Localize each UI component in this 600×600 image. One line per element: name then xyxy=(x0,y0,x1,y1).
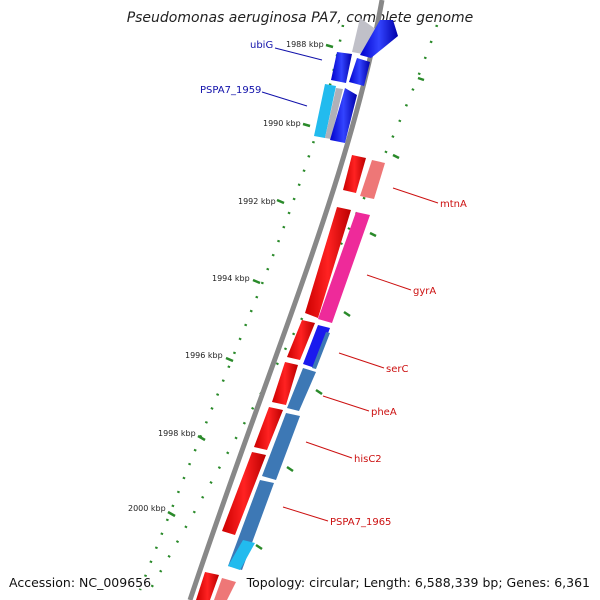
feature-red-3 xyxy=(287,320,315,360)
kbp-scale: 1988 kbp 1990 kbp 1992 kbp 1994 kbp 1996… xyxy=(128,40,334,518)
feature-ubiG xyxy=(331,52,352,83)
feature-red-1 xyxy=(343,155,366,193)
kbp-label: 1996 kbp xyxy=(185,351,223,360)
gene-label-serC: serC xyxy=(386,364,408,375)
forward-strand-features xyxy=(314,18,398,143)
feature-cyan-1 xyxy=(228,540,255,570)
feature-mtnA xyxy=(360,160,385,199)
feature-blue-3 xyxy=(330,88,357,143)
feature-red-4 xyxy=(272,362,298,405)
gene-label-pheA: pheA xyxy=(371,407,397,418)
gene-label-PSPA7_1959: PSPA7_1959 xyxy=(200,85,261,96)
feature-serC-edge xyxy=(312,332,330,369)
topology-text: Topology: circular; Length: 6,588,339 bp… xyxy=(246,575,590,590)
feature-PSPA7_1959 xyxy=(314,84,336,138)
feature-grey-2 xyxy=(325,88,343,139)
gene-label-hisC2: hisC2 xyxy=(354,454,382,465)
feature-red-7 xyxy=(196,572,219,600)
feature-pheA xyxy=(287,368,316,411)
gene-label-ubiG: ubiG xyxy=(250,40,273,51)
gene-label-mtnA: mtnA xyxy=(440,199,467,210)
feature-salmon-2 xyxy=(214,578,236,600)
feature-red-6 xyxy=(222,452,266,535)
gene-label-PSPA7_1965: PSPA7_1965 xyxy=(330,517,391,528)
feature-red-2 xyxy=(305,207,351,318)
kbp-label: 1998 kbp xyxy=(158,429,196,438)
reverse-strand-features xyxy=(196,155,385,600)
kbp-label: 1994 kbp xyxy=(212,274,250,283)
feature-hisC2 xyxy=(262,413,300,480)
outer-ring-ticks xyxy=(255,76,425,551)
feature-gyrA xyxy=(318,212,370,323)
feature-serC xyxy=(303,325,330,368)
gene-label-gyrA: gyrA xyxy=(413,286,436,297)
kbp-label: 2000 kbp xyxy=(128,504,166,513)
kbp-label: 1988 kbp xyxy=(286,40,324,49)
kbp-label: 1990 kbp xyxy=(263,119,301,128)
kbp-label: 1992 kbp xyxy=(238,197,276,206)
accession-text: Accession: NC_009656 xyxy=(9,575,152,590)
feature-blue-2 xyxy=(349,58,370,86)
feature-red-5 xyxy=(254,407,283,450)
gene-labels: ubiG PSPA7_1959 mtnA gyrA serC pheA hisC… xyxy=(200,40,467,528)
feature-blue-1 xyxy=(360,20,398,58)
